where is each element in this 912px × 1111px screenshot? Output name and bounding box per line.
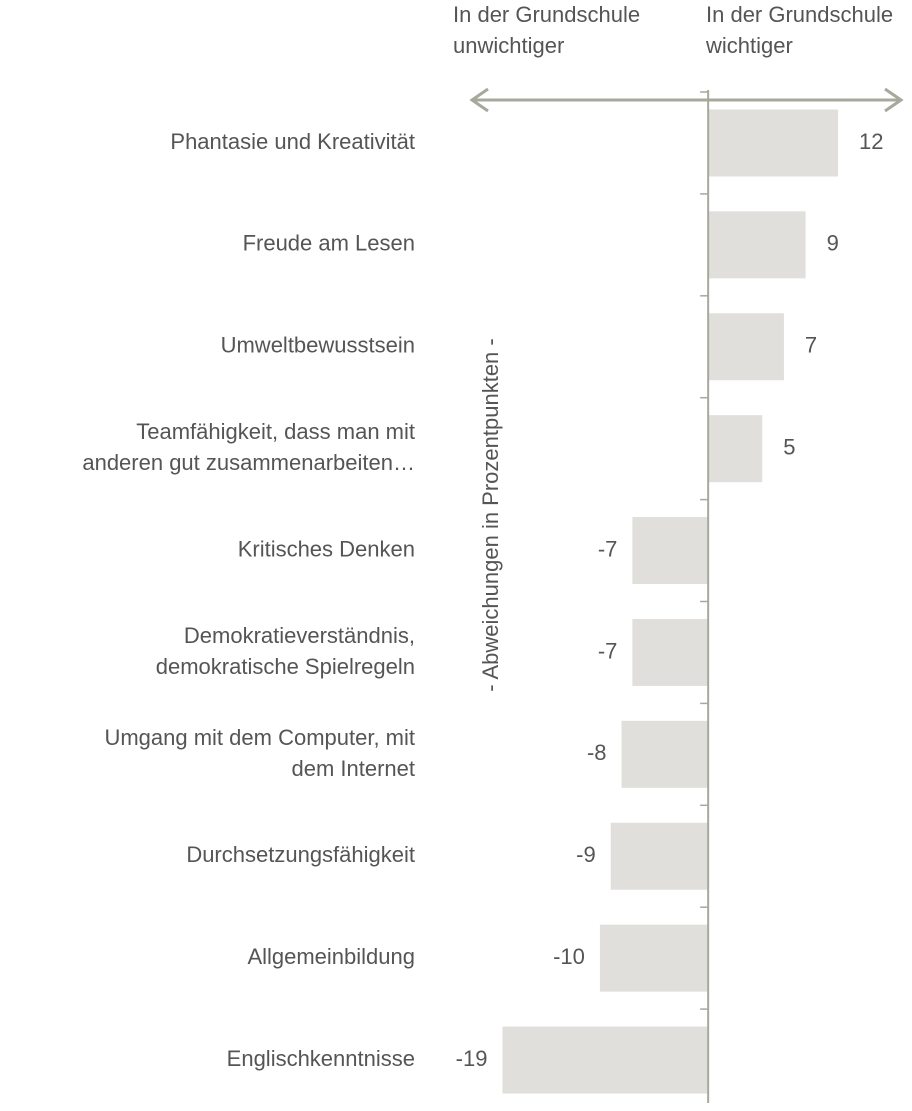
arrow-head bbox=[884, 87, 904, 113]
value-label: -7 bbox=[598, 638, 618, 663]
category-label: Englischkenntnisse bbox=[227, 1046, 415, 1071]
category-label: Phantasie und Kreativität bbox=[170, 129, 415, 154]
axis-label: - Abweichungen in Prozentpunkten - bbox=[478, 338, 503, 691]
bar bbox=[708, 109, 839, 177]
category-label: Allgemeinbildung bbox=[247, 944, 415, 969]
bar bbox=[599, 924, 709, 992]
bar bbox=[621, 720, 709, 788]
category-label: Umgang mit dem Computer, mit dem Internet bbox=[104, 725, 415, 781]
category-label: Demokratieverständnis, demokratische Spie… bbox=[156, 623, 415, 679]
bar bbox=[632, 618, 709, 686]
value-label: -10 bbox=[553, 944, 585, 969]
bar bbox=[708, 313, 784, 381]
value-label: 12 bbox=[859, 129, 883, 154]
category-label: Kritisches Denken bbox=[238, 536, 415, 561]
category-label: Teamfähigkeit, dass man mit anderen gut z… bbox=[82, 419, 415, 475]
value-label: -9 bbox=[576, 842, 596, 867]
bar bbox=[708, 211, 806, 279]
category-label: Durchsetzungsfähigkeit bbox=[186, 842, 415, 867]
value-label: 5 bbox=[783, 434, 795, 459]
bar bbox=[502, 1026, 709, 1094]
bar bbox=[708, 415, 763, 483]
value-label: 9 bbox=[827, 231, 839, 256]
category-label: Umweltbewusstsein bbox=[221, 333, 415, 358]
value-label: -19 bbox=[456, 1046, 488, 1071]
right-header: In der Grundschule wichtiger bbox=[705, 2, 893, 58]
value-label: -7 bbox=[598, 536, 618, 561]
value-label: 7 bbox=[805, 333, 817, 358]
arrow-head bbox=[469, 87, 489, 113]
category-label: Freude am Lesen bbox=[243, 231, 415, 256]
bar bbox=[632, 517, 709, 585]
value-label: -8 bbox=[587, 740, 607, 765]
bar bbox=[610, 822, 709, 890]
left-header: In der Grundschule unwichtiger bbox=[453, 2, 640, 58]
